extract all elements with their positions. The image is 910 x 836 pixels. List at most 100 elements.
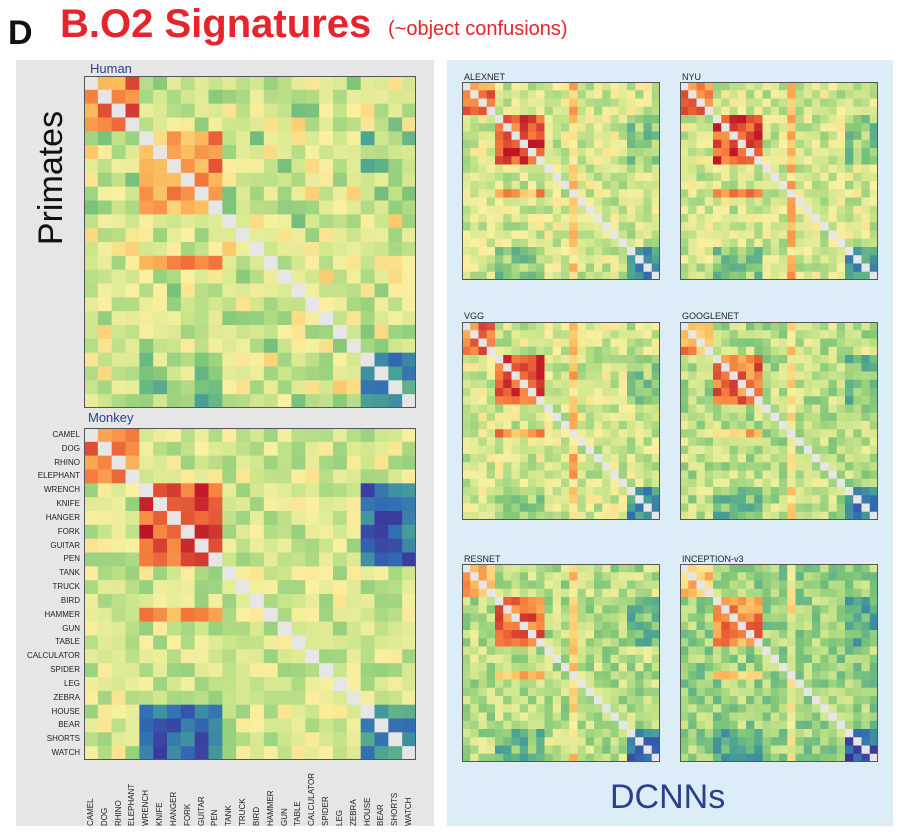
- heatmap-cell: [770, 322, 780, 331]
- heatmap-cell: [610, 322, 620, 331]
- heatmap-cell: [519, 148, 529, 157]
- heatmap-cell: [651, 189, 660, 198]
- heatmap-cell: [291, 732, 306, 747]
- heatmap-cell: [762, 580, 772, 590]
- heatmap-cell: [779, 90, 788, 99]
- heatmap-cell: [812, 181, 821, 190]
- heatmap-cell: [737, 437, 747, 447]
- heatmap-cell: [746, 445, 755, 455]
- heatmap-cell: [770, 679, 780, 689]
- heatmap-cell: [770, 263, 780, 273]
- heatmap-cell: [754, 572, 763, 581]
- heatmap-cell: [167, 228, 182, 243]
- heatmap-cell: [470, 646, 479, 656]
- heatmap-cell: [746, 263, 755, 273]
- heatmap-cell: [618, 189, 628, 198]
- heatmap-cell: [519, 396, 529, 405]
- heatmap-cell: [346, 117, 361, 132]
- heatmap-cell: [680, 679, 689, 689]
- heatmap-cell: [333, 352, 348, 367]
- heatmap-cell: [305, 338, 320, 353]
- heatmap-cell: [519, 123, 529, 132]
- heatmap-cell: [779, 412, 788, 422]
- heatmap-cell: [153, 594, 168, 609]
- heatmap-cell: [139, 677, 154, 692]
- heatmap-cell: [770, 115, 780, 124]
- heatmap-cell: [495, 597, 504, 606]
- heatmap-cell: [610, 445, 620, 455]
- heatmap-cell: [478, 139, 488, 149]
- heatmap-cell: [208, 635, 223, 650]
- heatmap-cell: [569, 131, 578, 141]
- heatmap-cell: [737, 679, 747, 689]
- heatmap-cell: [569, 271, 578, 280]
- heatmap-cell: [820, 131, 829, 141]
- heatmap-cell: [861, 580, 871, 590]
- heatmap-cell: [651, 247, 660, 256]
- heatmap-cell: [836, 638, 846, 647]
- heatmap-cell: [643, 412, 653, 422]
- heatmap-cell: [651, 139, 660, 149]
- heatmap-cell: [388, 607, 403, 622]
- heatmap-cell: [536, 704, 545, 713]
- heatmap-cell: [779, 172, 788, 182]
- heatmap-cell: [236, 283, 251, 298]
- heatmap-cell: [610, 696, 620, 705]
- heatmap-cell: [696, 255, 706, 264]
- heatmap-cell: [561, 205, 570, 215]
- heatmap-cell: [561, 572, 570, 581]
- heatmap-cell: [795, 654, 805, 664]
- heatmap-cell: [853, 753, 862, 762]
- heatmap-cell: [762, 487, 772, 496]
- heatmap-cell: [577, 82, 587, 91]
- heatmap-cell: [97, 552, 112, 567]
- heatmap-cell: [820, 720, 829, 730]
- heatmap-cell: [746, 470, 755, 480]
- heatmap-cell: [721, 580, 730, 590]
- heatmap-cell: [762, 189, 772, 198]
- heatmap-cell: [651, 106, 660, 116]
- heatmap-cell: [180, 690, 195, 705]
- heatmap-cell: [680, 131, 689, 141]
- heatmap-cell: [696, 388, 706, 397]
- heatmap-cell: [651, 588, 660, 598]
- heatmap-cell: [729, 462, 739, 471]
- heatmap-cell: [360, 76, 375, 91]
- heatmap-cell: [828, 580, 838, 590]
- heatmap-cell: [869, 421, 878, 430]
- heatmap-cell: [828, 338, 838, 348]
- heatmap-cell: [828, 388, 838, 397]
- heatmap-cell: [503, 115, 512, 124]
- heatmap-cell: [820, 630, 829, 639]
- heatmap-cell: [845, 322, 854, 331]
- heatmap-cell: [577, 753, 587, 762]
- heatmap-cell: [618, 355, 628, 364]
- heatmap-cell: [544, 106, 554, 116]
- heatmap-cell: [713, 588, 722, 598]
- heatmap-cell: [561, 263, 570, 273]
- heatmap-cell: [737, 412, 747, 422]
- heatmap-cell: [869, 704, 878, 713]
- heatmap-cell: [762, 745, 772, 755]
- heatmap-cell: [845, 495, 854, 504]
- heatmap-cell: [713, 412, 722, 422]
- heatmap-cell: [402, 690, 416, 705]
- heatmap-cell: [704, 621, 714, 631]
- heatmap-cell: [511, 139, 521, 149]
- heatmap-cell: [569, 148, 578, 157]
- heatmap-cell: [836, 437, 846, 447]
- heatmap-cell: [478, 663, 488, 672]
- heatmap-cell: [360, 297, 375, 312]
- heatmap-cell: [828, 745, 838, 755]
- heatmap-cell: [820, 90, 829, 99]
- heatmap-cell: [139, 338, 154, 353]
- heatmap-cell: [536, 363, 545, 372]
- heatmap-cell: [511, 421, 521, 430]
- heatmap-cell: [470, 712, 479, 722]
- heatmap-cell: [511, 621, 521, 631]
- heatmap-cell: [486, 572, 496, 581]
- heatmap-cell: [528, 737, 537, 746]
- heatmap-cell: [795, 687, 805, 697]
- heatmap-cell: [577, 503, 587, 513]
- heatmap-cell: [861, 630, 871, 639]
